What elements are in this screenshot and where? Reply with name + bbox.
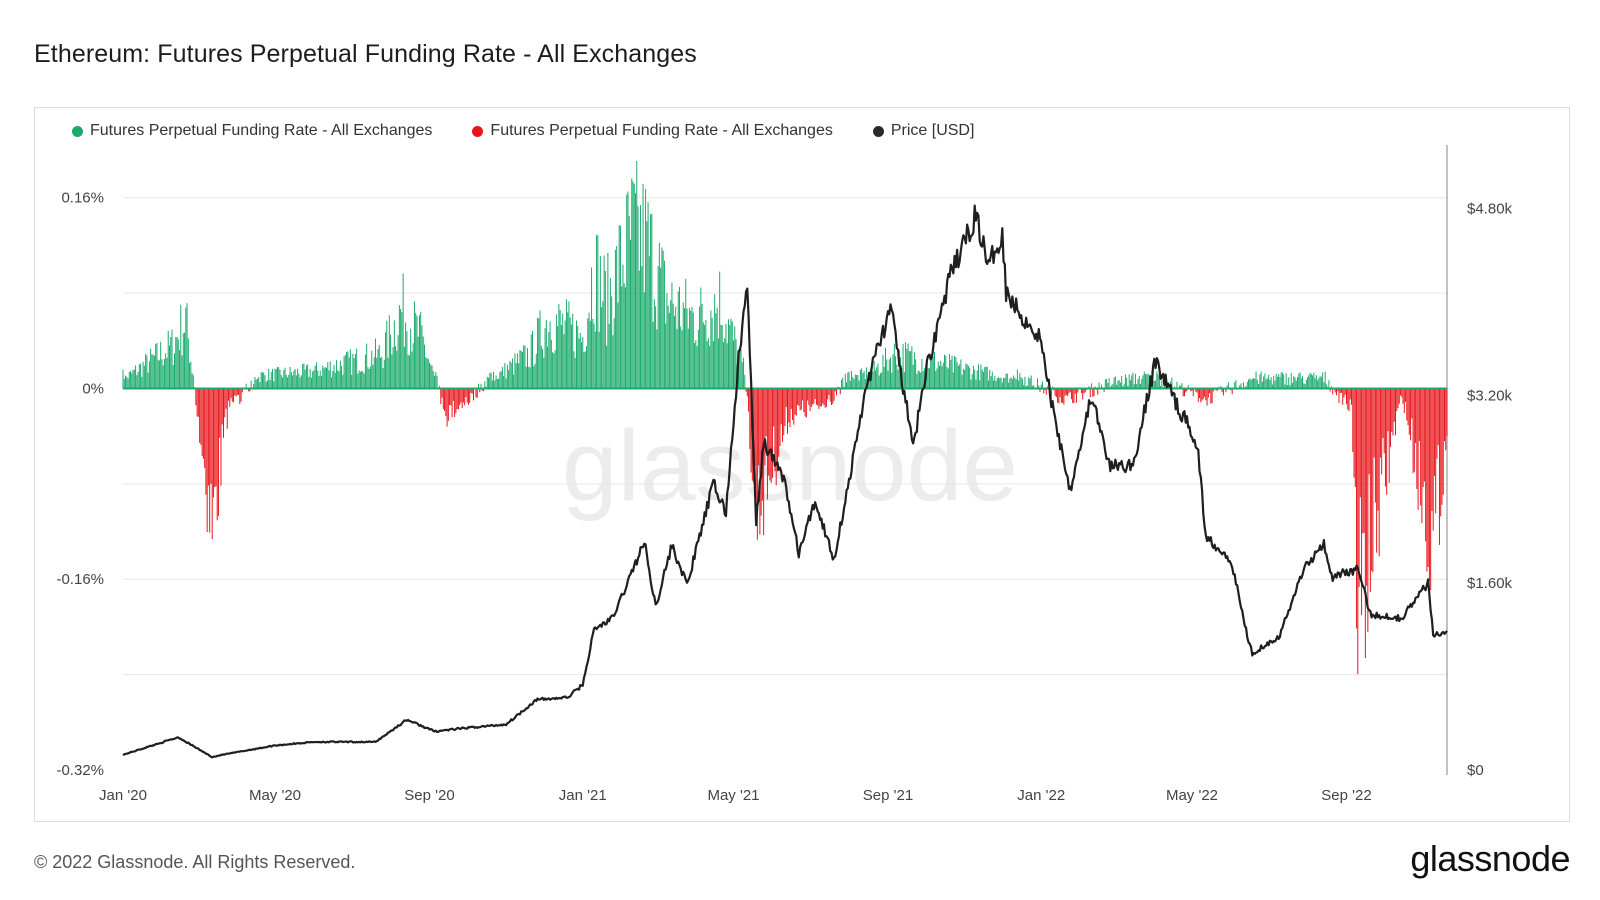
x-tick-label: May '21: [707, 787, 759, 804]
y-left-tick-label: 0%: [82, 380, 104, 397]
funding-rate-bars: [122, 161, 1448, 675]
chart-frame: [34, 107, 1570, 822]
legend-item-positive-funding[interactable]: Futures Perpetual Funding Rate - All Exc…: [72, 122, 432, 140]
x-tick-label: Sep '21: [863, 787, 913, 804]
axes: 0.16% 0% -0.16% -0.32% $4.80k $3.20k $1.60k $0 J…: [56, 190, 1512, 804]
chart-title: Ethereum: Futures Perpetual Funding Rate…: [34, 40, 697, 68]
legend-item-price[interactable]: Price [USD]: [872, 122, 975, 140]
y-right-tick-label: $1.60k: [1467, 575, 1513, 592]
y-right-tick-label: $0: [1467, 762, 1484, 779]
glassnode-logo: glassnode: [1410, 838, 1570, 879]
legend-label: Futures Perpetual Funding Rate - All Exc…: [490, 122, 833, 139]
legend-dot-green-icon: [72, 125, 83, 137]
y-left-tick-label: -0.32%: [56, 762, 104, 779]
legend-label: Price [USD]: [890, 122, 975, 139]
legend-dot-black-icon: [872, 125, 884, 137]
legend-label: Futures Perpetual Funding Rate - All Exc…: [90, 122, 433, 139]
y-left-tick-label: 0.16%: [61, 190, 104, 207]
x-tick-label: May '22: [1166, 787, 1218, 804]
price-line: [122, 204, 1448, 759]
x-tick-label: Jan '20: [99, 787, 147, 804]
y-right-tick-label: $3.20k: [1467, 388, 1513, 405]
legend-item-negative-funding[interactable]: Futures Perpetual Funding Rate - All Exc…: [472, 122, 833, 140]
x-tick-label: Jan '22: [1017, 787, 1065, 804]
legend-dot-red-icon: [472, 125, 484, 137]
copyright-footer: © 2022 Glassnode. All Rights Reserved.: [34, 852, 356, 872]
legend: Futures Perpetual Funding Rate - All Exc…: [72, 122, 974, 140]
x-tick-label: May '20: [249, 787, 301, 804]
x-tick-label: Sep '22: [1321, 787, 1371, 804]
y-right-tick-label: $4.80k: [1467, 200, 1513, 217]
x-tick-label: Sep '20: [404, 787, 454, 804]
y-left-tick-label: -0.16%: [56, 571, 104, 588]
x-tick-label: Jan '21: [559, 787, 607, 804]
